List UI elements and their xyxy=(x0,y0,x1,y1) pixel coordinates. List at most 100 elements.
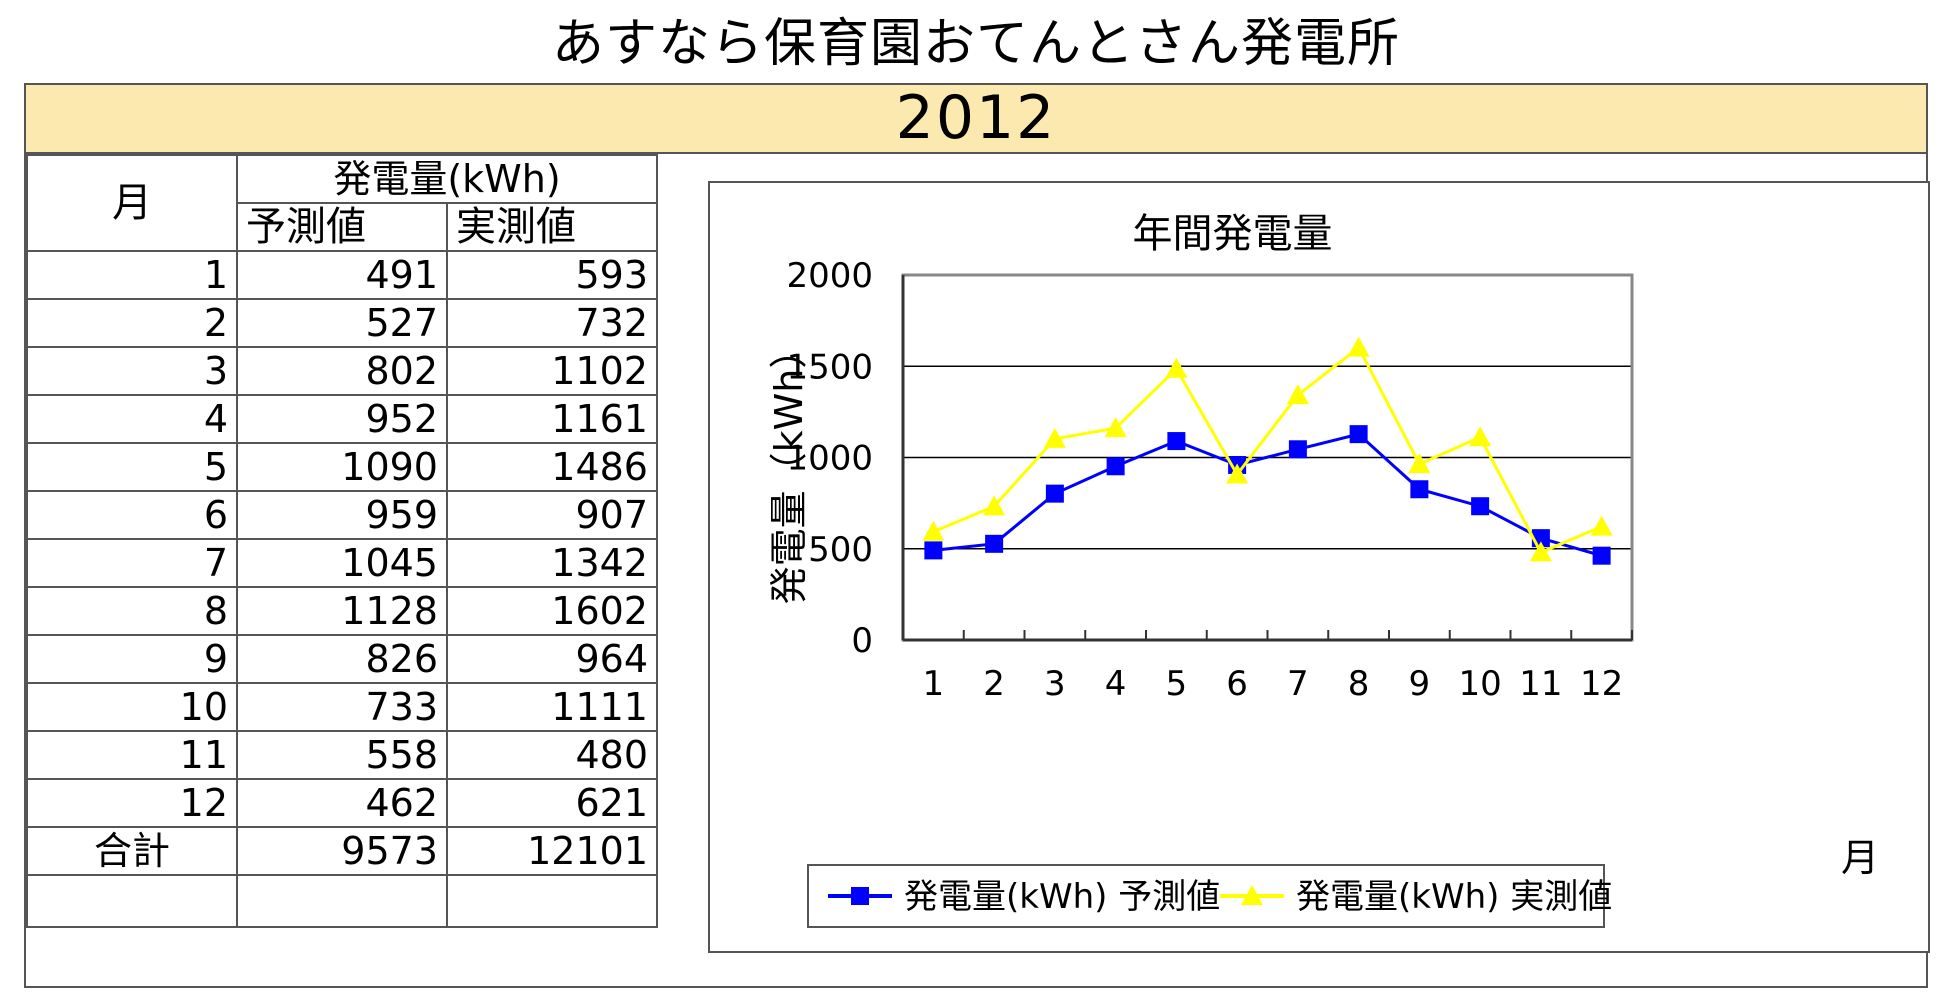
x-tick-label: 12 xyxy=(1580,664,1623,704)
actual-point xyxy=(1286,384,1309,405)
series-line-2 xyxy=(932,345,1603,555)
actual-cell: 1102 xyxy=(446,346,658,396)
forecast-cell: 952 xyxy=(236,394,448,444)
actual-cell: 1486 xyxy=(446,442,658,492)
actual-cell: 907 xyxy=(446,490,658,540)
forecast-point xyxy=(1592,546,1611,565)
energy-table: 月 発電量(kWh) 予測値 実測値 1 491 593 2 527 732 3 802 110… xyxy=(26,154,658,928)
y-tick-label: 500 xyxy=(808,530,873,570)
actual-point xyxy=(1590,515,1613,536)
chart-title: 年間発電量 xyxy=(1133,211,1333,257)
month-column-header: 月 xyxy=(26,154,238,252)
table-row: 6 959 907 xyxy=(26,490,658,540)
actual-cell: 593 xyxy=(446,250,658,300)
y-axis-label: 発電量（kWh） xyxy=(767,331,811,605)
x-tick-label: 6 xyxy=(1226,664,1248,704)
empty-cell xyxy=(26,874,238,928)
month-cell: 2 xyxy=(26,298,238,348)
total-label: 合計 xyxy=(26,826,238,876)
actual-cell: 1161 xyxy=(446,394,658,444)
forecast-cell: 802 xyxy=(236,346,448,396)
actual-point xyxy=(983,495,1006,516)
legend-marker-triangle xyxy=(1241,885,1263,905)
forecast-point xyxy=(1288,440,1307,459)
table-row: 12 462 621 xyxy=(26,778,658,828)
month-cell: 11 xyxy=(26,730,238,780)
total-actual: 12101 xyxy=(446,826,658,876)
empty-cell xyxy=(446,874,658,928)
y-tick-label: 1500 xyxy=(786,347,873,387)
actual-point xyxy=(1347,336,1370,357)
report-frame: 2012 月 発電量(kWh) 予測値 実測値 1 491 593 2 527 732 3 8… xyxy=(24,83,1930,988)
legend-marker-square xyxy=(851,887,869,905)
month-cell: 7 xyxy=(26,538,238,588)
x-tick-label: 2 xyxy=(983,664,1005,704)
y-tick-label: 0 xyxy=(851,621,873,661)
legend xyxy=(807,864,1605,928)
month-cell: 10 xyxy=(26,682,238,732)
actual-cell: 621 xyxy=(446,778,658,828)
x-tick-label: 1 xyxy=(923,664,945,704)
page-title: あすなら保育園おてんとさん発電所 xyxy=(551,14,1400,74)
year-banner: 2012 xyxy=(26,85,1926,154)
forecast-column-header: 予測値 xyxy=(236,202,448,252)
actual-cell: 1342 xyxy=(446,538,658,588)
month-cell: 3 xyxy=(26,346,238,396)
actual-point xyxy=(1469,426,1492,447)
series-line-1 xyxy=(933,432,1603,558)
annual-generation-chart: 年間発電量 0 500 1000 1500 2000 1 2 3 4 5 6 7 8 9 10 11 12 月発電量… xyxy=(708,181,1930,953)
table-row: 11 558 480 xyxy=(26,730,658,780)
x-tick-label: 9 xyxy=(1409,664,1431,704)
y-tick-label: 1000 xyxy=(786,439,873,479)
table-row: 9 826 964 xyxy=(26,634,658,684)
actual-point xyxy=(1165,357,1188,378)
forecast-cell: 527 xyxy=(236,298,448,348)
actual-column-header: 実測値 xyxy=(446,202,658,252)
actual-point xyxy=(1408,453,1431,474)
actual-cell: 480 xyxy=(446,730,658,780)
table-row: 7 1045 1342 xyxy=(26,538,658,588)
total-forecast: 9573 xyxy=(236,826,448,876)
forecast-point xyxy=(1045,484,1064,503)
table-row: 3 802 1102 xyxy=(26,346,658,396)
month-cell: 4 xyxy=(26,394,238,444)
x-tick-label: 7 xyxy=(1287,664,1309,704)
actual-point xyxy=(922,520,945,541)
month-cell: 12 xyxy=(26,778,238,828)
actual-cell: 1111 xyxy=(446,682,658,732)
month-cell: 6 xyxy=(26,490,238,540)
forecast-point xyxy=(1410,480,1429,499)
actual-point xyxy=(1226,463,1249,484)
actual-point xyxy=(1104,417,1127,438)
x-tick-label: 10 xyxy=(1458,664,1501,704)
energy-column-header: 発電量(kWh) xyxy=(236,154,658,204)
forecast-cell: 558 xyxy=(236,730,448,780)
empty-row xyxy=(26,874,658,928)
actual-point xyxy=(1529,541,1552,562)
forecast-cell: 959 xyxy=(236,490,448,540)
forecast-point xyxy=(1471,497,1490,516)
forecast-point xyxy=(985,534,1004,553)
table-row: 5 1090 1486 xyxy=(26,442,658,492)
empty-cell xyxy=(236,874,448,928)
forecast-cell: 462 xyxy=(236,778,448,828)
month-cell: 5 xyxy=(26,442,238,492)
table-row: 4 952 1161 xyxy=(26,394,658,444)
table-row: 10 733 1111 xyxy=(26,682,658,732)
forecast-point xyxy=(1167,432,1186,451)
actual-cell: 964 xyxy=(446,634,658,684)
actual-point xyxy=(1043,427,1066,448)
legend-entry-label: 発電量(kWh) 予測値 xyxy=(904,877,1220,917)
x-tick-label: 5 xyxy=(1166,664,1188,704)
actual-cell: 1602 xyxy=(446,586,658,636)
forecast-cell: 1090 xyxy=(236,442,448,492)
x-tick-label: 3 xyxy=(1044,664,1066,704)
forecast-cell: 1128 xyxy=(236,586,448,636)
forecast-cell: 1045 xyxy=(236,538,448,588)
month-cell: 9 xyxy=(26,634,238,684)
forecast-point xyxy=(1106,457,1125,476)
legend-entry-label: 発電量(kWh) 実測値 xyxy=(1296,877,1612,917)
forecast-cell: 491 xyxy=(236,250,448,300)
actual-cell: 732 xyxy=(446,298,658,348)
